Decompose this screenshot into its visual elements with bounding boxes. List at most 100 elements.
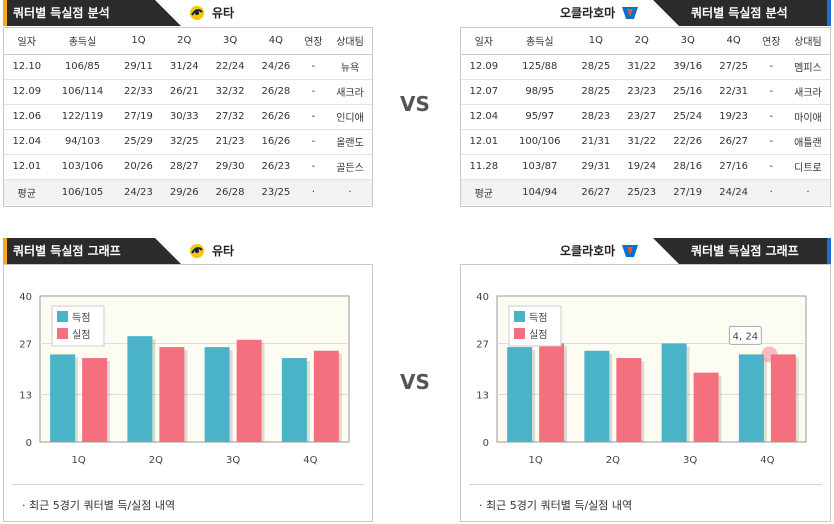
left-graph-title: 쿼터별 득실점 그래프 xyxy=(3,238,181,264)
x-tick-label: 1Q xyxy=(529,455,543,466)
table-cell: 11.28 xyxy=(461,154,507,180)
x-tick-label: 2Q xyxy=(149,455,163,466)
bar-score[interactable] xyxy=(584,350,610,442)
column-header: 총득실 xyxy=(49,28,116,55)
table-cell: 22/31 xyxy=(710,79,757,105)
table-cell: 28/16 xyxy=(664,154,711,180)
bar-allowed[interactable] xyxy=(693,372,719,442)
legend-swatch xyxy=(514,328,525,339)
table-row: 12.07 98/95 28/25 23/23 25/16 22/31- 새크라 xyxy=(461,79,830,105)
table-cell: 24/26 xyxy=(252,54,299,80)
bar-allowed[interactable] xyxy=(159,347,185,442)
right-team-label: 오클라호마 xyxy=(560,0,639,26)
jazz-logo-icon xyxy=(190,6,204,20)
table-cell: 인디애 xyxy=(328,104,372,130)
left-accent-bar xyxy=(3,0,7,26)
average-row: 평균 106/105 24/23 29/26 26/28 23/25 · · xyxy=(4,179,372,205)
table-cell: 25/24 xyxy=(664,104,711,130)
table-cell: 30/33 xyxy=(161,104,208,130)
bar-score[interactable] xyxy=(738,354,764,442)
table-row: 12.04 95/97 28/23 23/27 25/24 19/23- 마이애 xyxy=(461,104,830,130)
table-cell: - xyxy=(298,54,329,80)
table-cell: 올랜도 xyxy=(328,129,372,155)
table-cell: 27/16 xyxy=(710,154,757,180)
left-team-name: 유타 xyxy=(212,6,235,20)
left-analysis-title: 쿼터별 득실점 분석 xyxy=(3,0,181,26)
table-cell: 27/32 xyxy=(207,104,253,130)
bar-allowed[interactable] xyxy=(236,339,262,442)
bar-allowed[interactable] xyxy=(82,358,108,442)
table-cell: 28/23 xyxy=(572,104,619,130)
bar-allowed[interactable] xyxy=(313,350,339,442)
x-tick-label: 4Q xyxy=(760,455,774,466)
bar-score[interactable] xyxy=(507,347,533,442)
table-cell: - xyxy=(756,129,786,155)
hover-point[interactable] xyxy=(761,346,778,363)
right-accent-bar xyxy=(827,0,831,26)
table-row: 11.28 103/87 29/31 19/24 28/16 27/16- 디트로 xyxy=(461,154,830,180)
table-cell: 100/106 xyxy=(506,129,573,155)
left-chart-note: · 최근 5경기 쿼터별 득/실점 내역 xyxy=(22,499,176,512)
vs-label-bottom: VS xyxy=(400,370,430,394)
average-cell: 26/27 xyxy=(572,179,619,205)
right-graph-team-label: 오클라호마 xyxy=(560,238,639,264)
table-cell: 멤피스 xyxy=(785,54,830,80)
average-cell: · xyxy=(785,179,830,205)
right-team-name: 오클라호마 xyxy=(560,6,616,20)
bar-score[interactable] xyxy=(281,358,307,442)
table-cell: 31/22 xyxy=(618,129,665,155)
column-header: 일자 xyxy=(4,28,50,55)
average-cell: 27/19 xyxy=(664,179,711,205)
table-cell: 12.06 xyxy=(4,104,50,130)
table-cell: 28/27 xyxy=(161,154,208,180)
y-tick-label: 0 xyxy=(483,438,489,449)
column-header: 1Q xyxy=(572,28,619,55)
legend-swatch xyxy=(514,311,525,322)
column-header: 2Q xyxy=(161,28,208,55)
bar-score[interactable] xyxy=(661,343,687,442)
left-graph-accent-bar xyxy=(3,238,7,264)
bar-score[interactable] xyxy=(50,354,76,442)
bar-allowed[interactable] xyxy=(616,358,642,442)
tooltip-label: 4, 24 xyxy=(733,331,758,342)
bar-allowed[interactable] xyxy=(539,343,565,442)
average-cell: · xyxy=(298,179,329,205)
column-header: 상대팀 xyxy=(785,28,830,55)
table-cell: 디트로 xyxy=(785,154,830,180)
table-cell: 새크라 xyxy=(328,79,372,105)
table-cell: 29/30 xyxy=(207,154,253,180)
bar-allowed[interactable] xyxy=(770,354,796,442)
average-cell: 26/28 xyxy=(207,179,253,205)
table-cell: 106/85 xyxy=(49,54,116,80)
table-cell: 21/31 xyxy=(572,129,619,155)
legend-label: 득점 xyxy=(72,312,90,324)
average-cell: 106/105 xyxy=(49,179,116,205)
right-graph-header: 쿼터별 득실점 그래프 오클라호마 xyxy=(460,238,831,264)
table-cell: - xyxy=(298,104,329,130)
bar-score[interactable] xyxy=(127,336,153,442)
bar-score[interactable] xyxy=(204,347,230,442)
left-graph-team-name: 유타 xyxy=(212,244,235,258)
table-cell: 32/32 xyxy=(207,79,253,105)
tooltip-box xyxy=(728,325,762,345)
table-cell: 골든스 xyxy=(328,154,372,180)
legend-swatch xyxy=(57,328,68,339)
y-tick-label: 0 xyxy=(26,438,32,449)
right-chart-note: · 최근 5경기 쿼터별 득/실점 내역 xyxy=(479,499,633,512)
right-chart-panel: 0 13 27 40 1Q 2Q 3Q 4Q 득점 실점 4, 24 · 최근 5경기 쿼터별 득/… xyxy=(460,264,831,522)
y-tick-label: 13 xyxy=(19,391,32,402)
column-header: 3Q xyxy=(207,28,253,55)
table-row: 12.04 94/103 25/29 32/25 21/23 16/26- 올랜도 xyxy=(4,129,372,155)
table-row: 12.09 125/88 28/25 31/22 39/16 27/25- 멤피스 xyxy=(461,54,830,80)
x-tick-label: 3Q xyxy=(683,455,697,466)
left-chart-panel: 0 13 27 40 1Q 2Q 3Q 4Q 득점 실점 · 최근 5경기 쿼터별 득/실점 내역 xyxy=(3,264,373,522)
left-graph-header: 쿼터별 득실점 그래프 유타 xyxy=(3,238,373,264)
table-cell: 31/22 xyxy=(618,54,665,80)
table-cell: 12.10 xyxy=(4,54,50,80)
column-header: 1Q xyxy=(115,28,162,55)
table-cell: 26/26 xyxy=(252,104,299,130)
average-cell: 23/25 xyxy=(252,179,299,205)
average-cell: 평균 xyxy=(4,179,50,205)
right-graph-accent-bar xyxy=(827,238,831,264)
table-cell: - xyxy=(298,129,329,155)
